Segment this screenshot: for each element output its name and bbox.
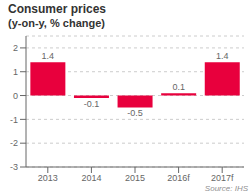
svg-text:2013: 2013 — [38, 173, 58, 183]
svg-text:2016f: 2016f — [167, 173, 190, 183]
svg-text:-1: -1 — [10, 115, 18, 125]
svg-text:2017f: 2017f — [211, 173, 234, 183]
svg-text:2015: 2015 — [125, 173, 145, 183]
html-text:Consumer prices: Consumer prices — [8, 2, 106, 16]
svg-text:1.4: 1.4 — [216, 51, 229, 61]
svg-text:-0.1: -0.1 — [84, 99, 100, 109]
svg-text:2014: 2014 — [81, 173, 101, 183]
svg-text:-3: -3 — [10, 162, 18, 172]
svg-text:2: 2 — [13, 43, 18, 53]
svg-text:-2: -2 — [10, 138, 18, 148]
html-text:(y-on-y, % change): (y-on-y, % change) — [8, 17, 105, 29]
svg-text:0: 0 — [13, 91, 18, 101]
html-text:Source: IHS: Source: IHS — [204, 184, 248, 193]
svg-text:1: 1 — [13, 67, 18, 77]
svg-text:1.4: 1.4 — [42, 51, 55, 61]
svg-text:0.1: 0.1 — [172, 82, 185, 92]
svg-text:-0.5: -0.5 — [127, 108, 143, 118]
